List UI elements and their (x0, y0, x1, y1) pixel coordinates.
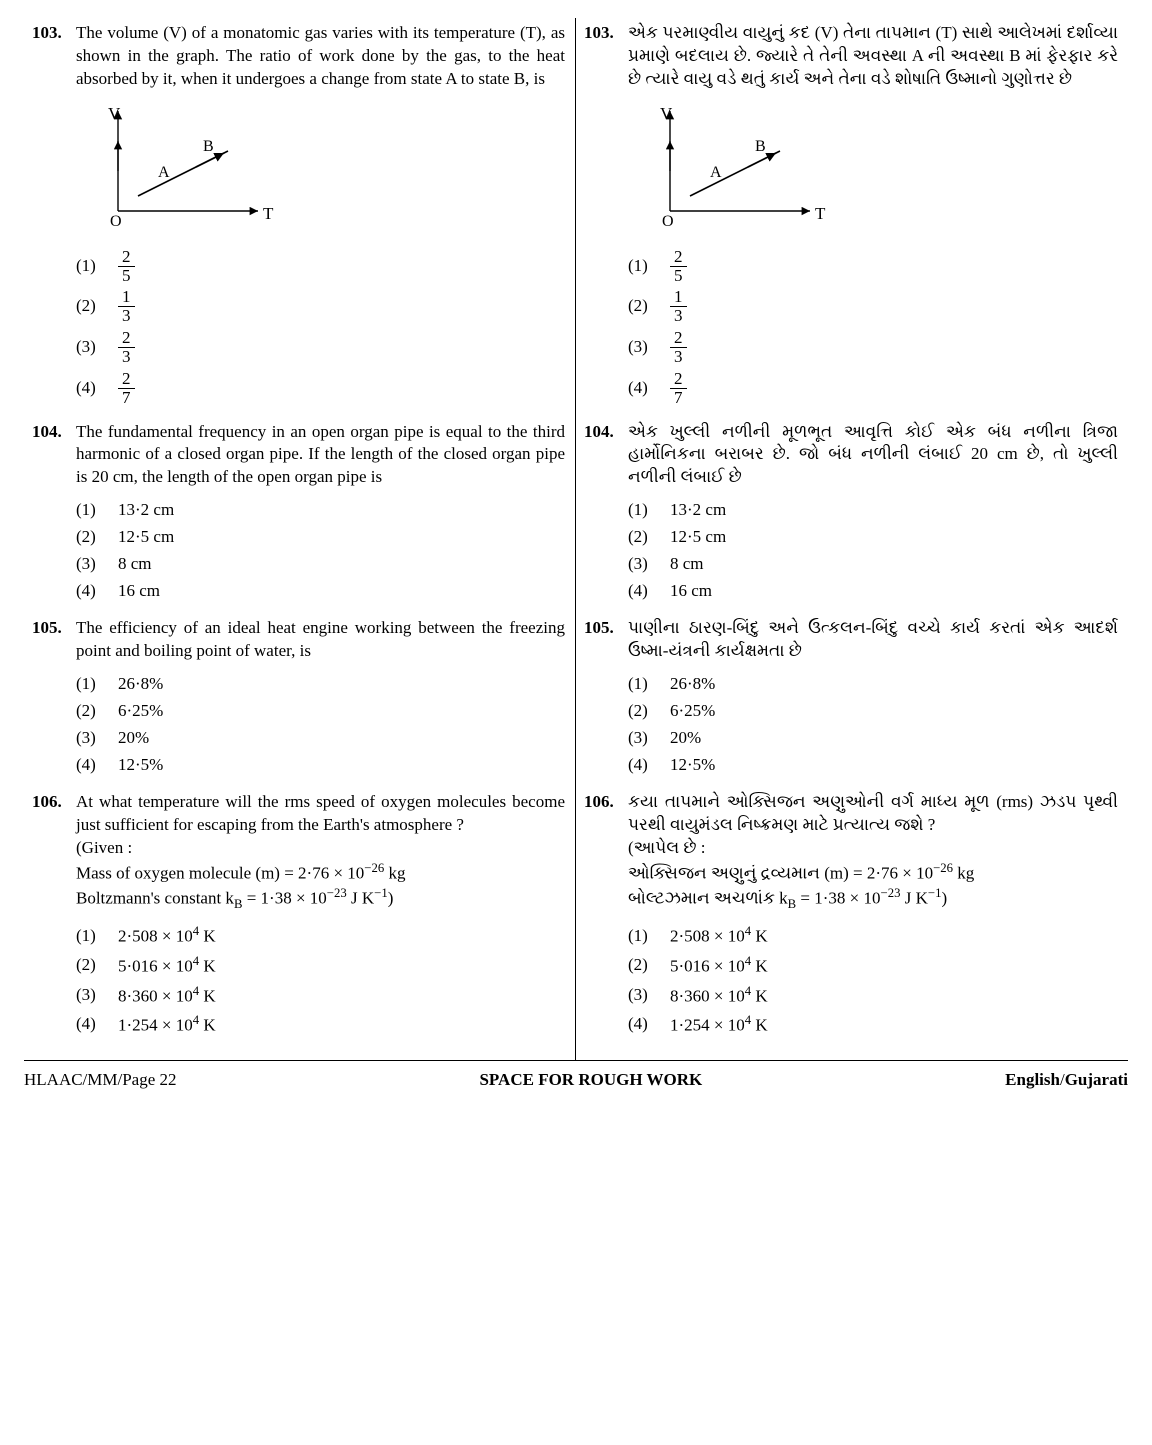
footer-center: SPACE FOR ROUGH WORK (479, 1069, 702, 1092)
q105-gu: 105. પાણીના ઠારણ-બિંદુ અને ઉત્કલન-બિંદુ … (584, 617, 1118, 663)
svg-text:O: O (110, 213, 122, 230)
option: (1)26·8% (628, 673, 1118, 696)
footer-right: English/Gujarati (1005, 1069, 1128, 1092)
option: (3)23 (76, 329, 565, 366)
option: (3)20% (76, 727, 565, 750)
option: (4)16 cm (76, 580, 565, 603)
option: (1)13·2 cm (76, 499, 565, 522)
option: (4)12·5% (628, 754, 1118, 777)
option: (4)1·254 × 104 K (628, 1012, 1118, 1038)
option: (3)8 cm (628, 553, 1118, 576)
svg-text:V: V (108, 104, 121, 123)
q106-options-en: (1)2·508 × 104 K (2)5·016 × 104 K (3)8·3… (76, 923, 565, 1037)
question-number: 106. (584, 791, 628, 914)
svg-text:A: A (158, 164, 170, 181)
q105-options-en: (1)26·8% (2)6·25% (3)20% (4)12·5% (76, 673, 565, 777)
question-number: 103. (32, 22, 76, 91)
svg-text:T: T (815, 204, 826, 223)
option: (1)25 (76, 248, 565, 285)
question-number: 104. (32, 421, 76, 490)
vt-graph-en: V T O A B (88, 101, 565, 238)
gujarati-column: 103. એક પરમાણ્વીય વાયુનું કદ (V) તેના તા… (576, 18, 1128, 1060)
q103-options-gu: (1)25 (2)13 (3)23 (4)27 (628, 248, 1118, 407)
option: (1)2·508 × 104 K (628, 923, 1118, 949)
question-text: એક ખુલ્લી નળીની મૂળભૂત આવૃત્તિ કોઈ એક બં… (628, 421, 1118, 490)
svg-text:T: T (263, 204, 274, 223)
svg-text:A: A (710, 164, 722, 181)
option: (2)5·016 × 104 K (628, 953, 1118, 979)
q105-options-gu: (1)26·8% (2)6·25% (3)20% (4)12·5% (628, 673, 1118, 777)
svg-text:B: B (755, 138, 766, 155)
question-text: The efficiency of an ideal heat engine w… (76, 617, 565, 663)
svg-text:O: O (662, 213, 674, 230)
question-text: At what temperature will the rms speed o… (76, 791, 565, 914)
option: (2)13 (76, 288, 565, 325)
question-columns: 103. The volume (V) of a monatomic gas v… (24, 18, 1128, 1061)
q104-gu: 104. એક ખુલ્લી નળીની મૂળભૂત આવૃત્તિ કોઈ … (584, 421, 1118, 490)
page-footer: HLAAC/MM/Page 22 SPACE FOR ROUGH WORK En… (24, 1061, 1128, 1092)
q103-en: 103. The volume (V) of a monatomic gas v… (32, 22, 565, 91)
english-column: 103. The volume (V) of a monatomic gas v… (24, 18, 576, 1060)
q103-gu: 103. એક પરમાણ્વીય વાયુનું કદ (V) તેના તા… (584, 22, 1118, 91)
footer-left: HLAAC/MM/Page 22 (24, 1069, 177, 1092)
q104-en: 104. The fundamental frequency in an ope… (32, 421, 565, 490)
q106-options-gu: (1)2·508 × 104 K (2)5·016 × 104 K (3)8·3… (628, 923, 1118, 1037)
question-number: 104. (584, 421, 628, 490)
option: (2)5·016 × 104 K (76, 953, 565, 979)
q103-options-en: (1)25 (2)13 (3)23 (4)27 (76, 248, 565, 407)
option: (4)27 (76, 370, 565, 407)
question-text: કયા તાપમાને ઓક્સિજન અણુઓની વર્ગ માધ્ય મૂ… (628, 791, 1118, 914)
option: (4)12·5% (76, 754, 565, 777)
option: (4)1·254 × 104 K (76, 1012, 565, 1038)
question-text: પાણીના ઠારણ-બિંદુ અને ઉત્કલન-બિંદુ વચ્ચે… (628, 617, 1118, 663)
option: (4)16 cm (628, 580, 1118, 603)
q106-gu: 106. કયા તાપમાને ઓક્સિજન અણુઓની વર્ગ માધ… (584, 791, 1118, 914)
option: (1)2·508 × 104 K (76, 923, 565, 949)
option: (1)13·2 cm (628, 499, 1118, 522)
svg-text:B: B (203, 138, 214, 155)
question-text: The volume (V) of a monatomic gas varies… (76, 22, 565, 91)
question-text: એક પરમાણ્વીય વાયુનું કદ (V) તેના તાપમાન … (628, 22, 1118, 91)
option: (3)8 cm (76, 553, 565, 576)
option: (4)27 (628, 370, 1118, 407)
question-number: 103. (584, 22, 628, 91)
option: (3)20% (628, 727, 1118, 750)
option: (1)26·8% (76, 673, 565, 696)
option: (3)8·360 × 104 K (628, 983, 1118, 1009)
question-number: 105. (32, 617, 76, 663)
option: (3)23 (628, 329, 1118, 366)
vt-graph-gu: V T O A B (640, 101, 1118, 238)
option: (2)12·5 cm (76, 526, 565, 549)
question-number: 105. (584, 617, 628, 663)
q104-options-en: (1)13·2 cm (2)12·5 cm (3)8 cm (4)16 cm (76, 499, 565, 603)
option: (1)25 (628, 248, 1118, 285)
question-number: 106. (32, 791, 76, 914)
option: (2)13 (628, 288, 1118, 325)
option: (2)12·5 cm (628, 526, 1118, 549)
option: (2)6·25% (76, 700, 565, 723)
svg-text:V: V (660, 104, 673, 123)
q104-options-gu: (1)13·2 cm (2)12·5 cm (3)8 cm (4)16 cm (628, 499, 1118, 603)
q106-en: 106. At what temperature will the rms sp… (32, 791, 565, 914)
question-text: The fundamental frequency in an open org… (76, 421, 565, 490)
option: (3)8·360 × 104 K (76, 983, 565, 1009)
option: (2)6·25% (628, 700, 1118, 723)
q105-en: 105. The efficiency of an ideal heat eng… (32, 617, 565, 663)
